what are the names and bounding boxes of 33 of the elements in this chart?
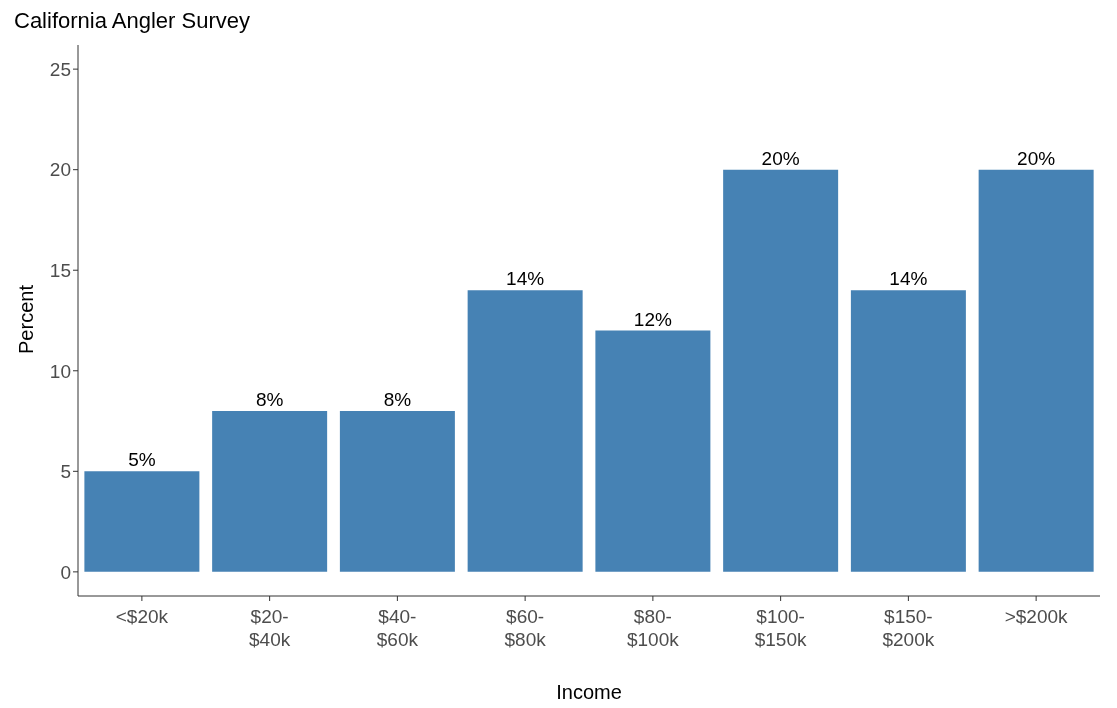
data-label: 14% [506, 268, 545, 290]
x-tick-label: $60- $80k [504, 606, 547, 650]
y-tick-label: 5 [60, 461, 71, 483]
bar [978, 169, 1094, 572]
data-label: 20% [761, 147, 800, 169]
chart-title: California Angler Survey [14, 8, 251, 34]
bar [212, 410, 328, 572]
y-tick-label: 0 [60, 561, 71, 583]
bar [467, 290, 583, 572]
data-label: 20% [1017, 147, 1056, 169]
x-tick-label: $150- $200k [882, 606, 935, 650]
y-tick-label: 10 [49, 360, 71, 382]
x-tick-label: $80- $100k [626, 606, 680, 650]
y-tick-label: 15 [49, 259, 71, 281]
bar [723, 169, 839, 572]
x-tick-label: $40- $60k [376, 606, 419, 650]
data-label: 14% [889, 268, 928, 290]
y-axis-title: Percent [14, 284, 38, 356]
data-label: 8% [255, 388, 284, 410]
data-label: 8% [383, 388, 412, 410]
data-label: 12% [633, 308, 673, 330]
bar [339, 410, 455, 572]
data-label: 5% [128, 449, 156, 471]
x-tick-label: $100- $150k [754, 606, 807, 650]
bar [595, 330, 711, 572]
y-tick-label: 20 [49, 159, 71, 181]
bar [84, 471, 200, 572]
x-axis-title: Income [555, 681, 623, 704]
y-tick-label: 25 [49, 58, 71, 80]
x-tick-label: <$20k [115, 606, 169, 627]
bar [850, 290, 966, 572]
x-tick-label: $20- $40k [249, 606, 291, 650]
x-tick-label: >$200k [1004, 606, 1069, 627]
